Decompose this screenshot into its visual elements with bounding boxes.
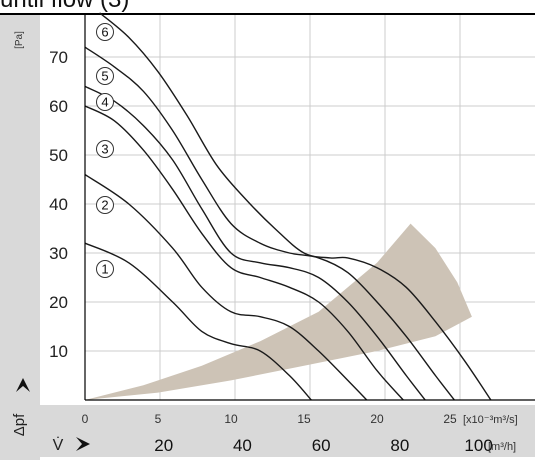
curve-label-circle — [96, 260, 114, 278]
x-secondary-tick-label: 40 — [233, 436, 252, 455]
fan-curve-4 — [84, 85, 426, 401]
x-axis-band — [40, 405, 535, 457]
x-secondary-tick-label: 20 — [154, 436, 173, 455]
x-secondary-name: V̇ — [53, 436, 64, 454]
curve-label-2: 2 — [101, 198, 108, 213]
y-tick-label: 20 — [49, 293, 68, 312]
x-primary-tick-label: 5 — [155, 412, 162, 426]
fan-curve-3 — [84, 105, 404, 401]
y-tick-label: 10 — [49, 342, 68, 361]
x-primary-tick-label: 0 — [82, 412, 89, 426]
curve-label-circle — [96, 196, 114, 214]
curve-label-5: 5 — [101, 69, 108, 84]
x-primary-tick-label: 25 — [443, 412, 457, 426]
cut-off-heading: until flow (3) — [0, 0, 129, 14]
curve-label-4: 4 — [101, 95, 108, 110]
y-axis-name: Δpf — [11, 413, 28, 436]
x-secondary-tick-label: 80 — [390, 436, 409, 455]
y-unit-label: [Pa] — [14, 31, 25, 49]
fan-curve-2 — [84, 174, 368, 401]
curve-label-6: 6 — [101, 25, 108, 40]
y-tick-label: 70 — [49, 48, 68, 67]
curve-label-circle — [96, 23, 114, 41]
y-axis-arrow — [16, 378, 30, 392]
fan-curve-1 — [84, 242, 312, 401]
x-secondary-tick-label: 60 — [312, 436, 331, 455]
heading-rule — [0, 13, 535, 15]
y-tick-label: 40 — [49, 195, 68, 214]
x-primary-tick-label: 15 — [297, 412, 311, 426]
x-primary-unit: [x10⁻³m³/s] — [463, 414, 518, 426]
y-tick-label: 50 — [49, 146, 68, 165]
curve-label-circle — [96, 140, 114, 158]
fan-curve-6 — [99, 12, 492, 401]
curve-label-3: 3 — [101, 142, 108, 157]
operating-region — [85, 223, 472, 400]
curve-label-circle — [96, 93, 114, 111]
y-axis-band — [0, 15, 40, 460]
curve-label-circle — [96, 67, 114, 85]
x-primary-tick-label: 10 — [224, 412, 238, 426]
curve-label-1: 1 — [101, 262, 108, 277]
x-secondary-tick-label: 100 — [464, 436, 492, 455]
x-primary-tick-label: 20 — [370, 412, 384, 426]
fan-curve-5 — [84, 46, 455, 401]
x-secondary-unit: [m³/h] — [488, 441, 516, 453]
y-tick-label: 30 — [49, 244, 68, 263]
x-secondary-arrow — [76, 437, 90, 451]
y-tick-label: 60 — [49, 97, 68, 116]
